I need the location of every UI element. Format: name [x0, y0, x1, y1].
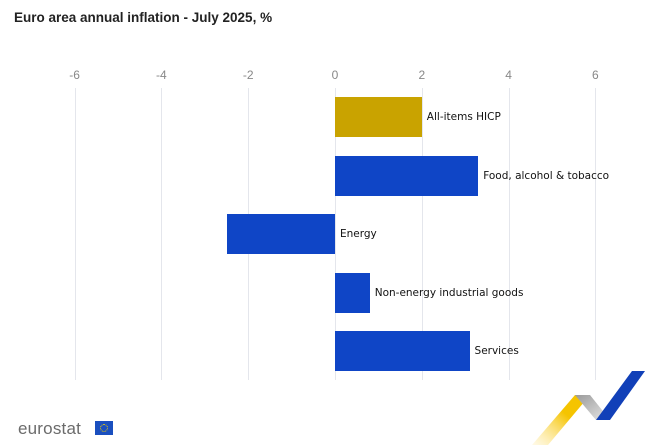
gridline	[335, 88, 336, 380]
bar-label: Services	[474, 345, 519, 357]
x-axis-tick: 2	[418, 68, 426, 82]
x-axis-tick: 0	[331, 68, 339, 82]
gridline	[595, 88, 597, 380]
x-axis-tick: 6	[592, 68, 599, 82]
bar[interactable]	[335, 97, 422, 137]
gridline	[161, 88, 163, 380]
chart-title: Euro area annual inflation - July 2025, …	[14, 10, 273, 25]
decorative-ribbon-icon	[532, 371, 645, 445]
bar-label: Energy	[340, 228, 377, 240]
bar[interactable]	[335, 155, 479, 196]
x-axis-tick: -4	[156, 68, 167, 82]
gridline	[421, 88, 423, 380]
eurostat-logo: eurostat	[18, 419, 82, 438]
eu-flag-icon	[95, 421, 113, 435]
x-axis-tick: -2	[242, 68, 254, 82]
bar[interactable]	[226, 214, 335, 254]
gridline	[508, 88, 510, 380]
bar[interactable]	[335, 331, 470, 371]
gridline	[74, 88, 76, 380]
bar-label: Food, alcohol & tobacco	[483, 169, 610, 182]
x-axis-tick: 4	[505, 68, 512, 82]
x-axis-tick: -6	[69, 68, 80, 82]
bar-label: Non-energy industrial goods	[374, 286, 524, 299]
bar[interactable]	[335, 272, 370, 313]
bar-label: All-items HICP	[426, 111, 501, 123]
